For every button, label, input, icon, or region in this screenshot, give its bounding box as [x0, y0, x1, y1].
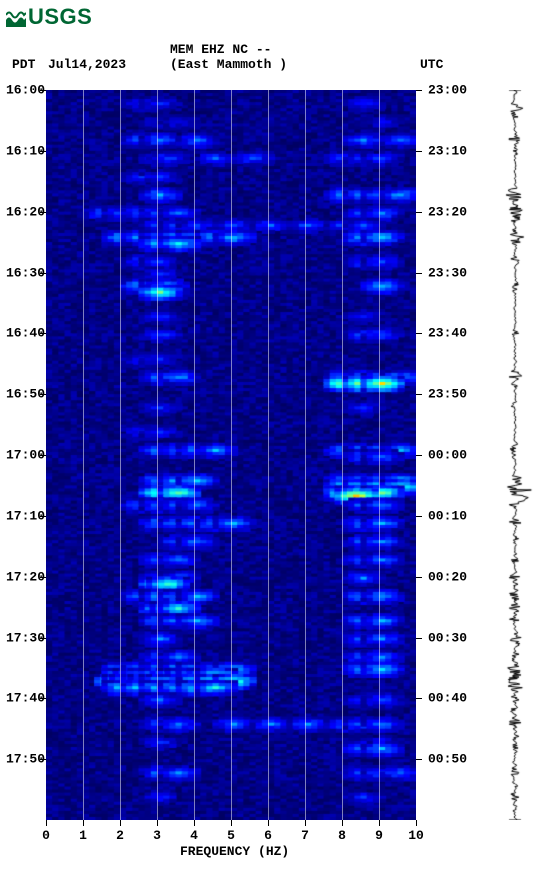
utc-time-tick: 00:40 — [428, 691, 467, 706]
utc-time-tick: 23:20 — [428, 204, 467, 219]
right-timezone: UTC — [420, 57, 443, 72]
freq-tick: 7 — [301, 828, 309, 843]
freq-tick: 4 — [190, 828, 198, 843]
freq-tick: 5 — [227, 828, 235, 843]
usgs-logo: USGS — [6, 4, 92, 30]
freq-tick: 8 — [338, 828, 346, 843]
usgs-wave-icon — [6, 7, 26, 27]
spectrogram-plot — [46, 90, 416, 820]
utc-time-tick: 00:30 — [428, 630, 467, 645]
utc-time-tick: 00:00 — [428, 448, 467, 463]
x-axis-label: FREQUENCY (HZ) — [180, 844, 289, 859]
freq-tick: 10 — [408, 828, 424, 843]
utc-time-tick: 00:10 — [428, 508, 467, 523]
freq-tick: 1 — [79, 828, 87, 843]
freq-tick: 0 — [42, 828, 50, 843]
utc-time-tick: 23:10 — [428, 143, 467, 158]
utc-time-tick: 00:20 — [428, 569, 467, 584]
utc-time-tick: 23:30 — [428, 265, 467, 280]
utc-time-tick: 23:40 — [428, 326, 467, 341]
left-timezone: PDT — [12, 57, 35, 72]
usgs-logo-text: USGS — [28, 4, 92, 30]
waveform-canvas — [490, 90, 540, 820]
utc-time-tick: 23:50 — [428, 387, 467, 402]
utc-time-tick: 00:50 — [428, 752, 467, 767]
utc-time-tick: 23:00 — [428, 83, 467, 98]
seismogram-waveform — [490, 90, 540, 820]
freq-tick: 3 — [153, 828, 161, 843]
freq-tick: 9 — [375, 828, 383, 843]
station-name: (East Mammoth ) — [170, 57, 287, 72]
date-label: Jul14,2023 — [48, 57, 126, 72]
freq-tick: 2 — [116, 828, 124, 843]
station-code: MEM EHZ NC -- — [170, 42, 271, 57]
freq-tick: 6 — [264, 828, 272, 843]
